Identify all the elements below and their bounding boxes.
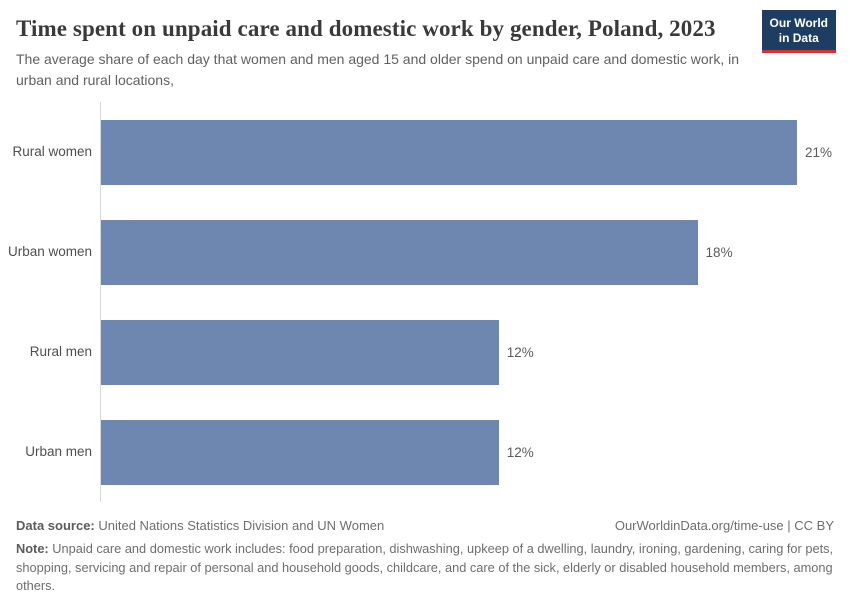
bar-track: 12% xyxy=(100,402,850,503)
bar-track: 18% xyxy=(100,202,850,303)
source-row: Data source: United Nations Statistics D… xyxy=(16,518,834,533)
value-label: 12% xyxy=(506,344,534,360)
bar-row: Urban men 12% xyxy=(0,402,850,503)
note-label: Note: xyxy=(16,541,49,557)
note-text: Unpaid care and domestic work includes: … xyxy=(16,541,834,593)
plot-area: Rural women 21% Urban women 18% Rural men 12%… xyxy=(0,102,850,503)
bar-track: 12% xyxy=(100,302,850,403)
category-label: Rural women xyxy=(12,144,92,160)
value-label: 12% xyxy=(506,444,534,460)
data-source-text: United Nations Statistics Division and U… xyxy=(94,518,385,534)
chart-footer: Data source: United Nations Statistics D… xyxy=(0,502,850,594)
bar-row: Rural women 21% xyxy=(0,102,850,203)
bar-rural-women[interactable] xyxy=(101,119,797,185)
bar-track: 21% xyxy=(100,102,850,203)
owid-logo[interactable]: Our World in Data xyxy=(761,10,836,53)
chart-header: Time spent on unpaid care and domestic w… xyxy=(0,0,850,90)
bar-rural-men[interactable] xyxy=(101,319,499,385)
owid-license-link[interactable]: OurWorldinData.org/time-use | CC BY xyxy=(614,518,834,534)
bar-chart: Rural women 21% Urban women 18% Rural men 12%… xyxy=(0,102,850,503)
value-label: 18% xyxy=(705,244,733,260)
value-label: 21% xyxy=(804,144,832,160)
category-label: Rural men xyxy=(29,344,92,360)
data-source-label: Data source: xyxy=(16,518,95,534)
owid-logo-line2: in Data xyxy=(778,31,819,45)
owid-logo-line1: Our World xyxy=(769,16,828,30)
data-source: Data source: United Nations Statistics D… xyxy=(16,518,384,533)
category-label: Urban women xyxy=(7,244,92,260)
bar-urban-women[interactable] xyxy=(101,219,698,285)
bar-row: Urban women 18% xyxy=(0,202,850,303)
chart-subtitle: The average share of each day that women… xyxy=(16,51,740,88)
chart-note: Note: Unpaid care and domestic work incl… xyxy=(16,540,834,594)
bar-urban-men[interactable] xyxy=(101,419,499,485)
page-title: Time spent on unpaid care and domestic w… xyxy=(16,16,716,41)
bar-row: Rural men 12% xyxy=(0,302,850,403)
category-label: Urban men xyxy=(25,444,92,460)
